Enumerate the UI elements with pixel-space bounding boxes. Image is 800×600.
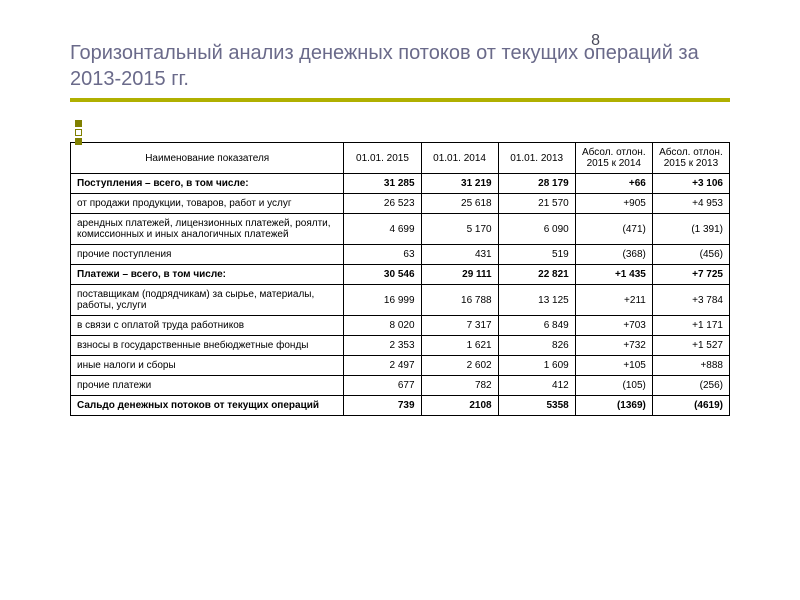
- row-data-cell: (456): [652, 245, 729, 265]
- data-table: Наименование показателя 01.01. 2015 01.0…: [70, 142, 730, 416]
- row-data-cell: 1 609: [498, 356, 575, 376]
- table-container: Наименование показателя 01.01. 2015 01.0…: [70, 142, 730, 416]
- row-data-cell: 28 179: [498, 174, 575, 194]
- row-data-cell: +1 435: [575, 265, 652, 285]
- row-name-cell: прочие платежи: [71, 376, 344, 396]
- row-data-cell: +732: [575, 336, 652, 356]
- table-header-row: Наименование показателя 01.01. 2015 01.0…: [71, 143, 730, 174]
- row-data-cell: 2 353: [344, 336, 421, 356]
- row-data-cell: 519: [498, 245, 575, 265]
- row-data-cell: 22 821: [498, 265, 575, 285]
- row-name-cell: поставщикам (подрядчикам) за сырье, мате…: [71, 285, 344, 316]
- table-row: взносы в государственные внебюджетные фо…: [71, 336, 730, 356]
- row-data-cell: 8 020: [344, 316, 421, 336]
- table-body: Поступления – всего, в том числе:31 2853…: [71, 174, 730, 416]
- row-data-cell: +3 106: [652, 174, 729, 194]
- row-data-cell: 63: [344, 245, 421, 265]
- row-data-cell: 782: [421, 376, 498, 396]
- row-name-cell: Платежи – всего, в том числе:: [71, 265, 344, 285]
- col-header-diff-2013: Абсол. отлон. 2015 к 2013: [652, 143, 729, 174]
- row-data-cell: 6 090: [498, 214, 575, 245]
- decor-box-icon: [75, 129, 82, 136]
- col-header-2013: 01.01. 2013: [498, 143, 575, 174]
- row-data-cell: 2108: [421, 396, 498, 416]
- row-data-cell: 31 285: [344, 174, 421, 194]
- row-data-cell: 2 497: [344, 356, 421, 376]
- table-row: арендных платежей, лицензионных платежей…: [71, 214, 730, 245]
- row-data-cell: (4619): [652, 396, 729, 416]
- col-header-diff-2014: Абсол. отлон. 2015 к 2014: [575, 143, 652, 174]
- row-data-cell: 30 546: [344, 265, 421, 285]
- table-row: иные налоги и сборы2 4972 6021 609+105+8…: [71, 356, 730, 376]
- row-data-cell: (105): [575, 376, 652, 396]
- table-row: в связи с оплатой труда работников8 0207…: [71, 316, 730, 336]
- slide-title: Горизонтальный анализ денежных потоков о…: [70, 40, 730, 92]
- table-row: Платежи – всего, в том числе:30 54629 11…: [71, 265, 730, 285]
- col-header-2015: 01.01. 2015: [344, 143, 421, 174]
- row-name-cell: Сальдо денежных потоков от текущих опера…: [71, 396, 344, 416]
- row-name-cell: взносы в государственные внебюджетные фо…: [71, 336, 344, 356]
- title-underline: [70, 98, 730, 102]
- row-data-cell: 16 999: [344, 285, 421, 316]
- table-row: поставщикам (подрядчикам) за сырье, мате…: [71, 285, 730, 316]
- row-data-cell: 29 111: [421, 265, 498, 285]
- row-name-cell: от продажи продукции, товаров, работ и у…: [71, 194, 344, 214]
- row-data-cell: +1 171: [652, 316, 729, 336]
- row-data-cell: (471): [575, 214, 652, 245]
- row-data-cell: 25 618: [421, 194, 498, 214]
- row-data-cell: +211: [575, 285, 652, 316]
- row-data-cell: +4 953: [652, 194, 729, 214]
- row-name-cell: иные налоги и сборы: [71, 356, 344, 376]
- row-data-cell: +703: [575, 316, 652, 336]
- row-data-cell: 7 317: [421, 316, 498, 336]
- row-data-cell: 5358: [498, 396, 575, 416]
- row-data-cell: 6 849: [498, 316, 575, 336]
- slide-container: 8 Горизонтальный анализ денежных потоков…: [0, 0, 800, 600]
- decor-box-icon: [75, 120, 82, 127]
- row-data-cell: +105: [575, 356, 652, 376]
- col-header-2014: 01.01. 2014: [421, 143, 498, 174]
- table-row: прочие поступления63431519(368)(456): [71, 245, 730, 265]
- row-data-cell: +3 784: [652, 285, 729, 316]
- row-data-cell: (1 391): [652, 214, 729, 245]
- row-data-cell: +888: [652, 356, 729, 376]
- row-name-cell: арендных платежей, лицензионных платежей…: [71, 214, 344, 245]
- row-data-cell: 826: [498, 336, 575, 356]
- row-data-cell: 31 219: [421, 174, 498, 194]
- table-row: Поступления – всего, в том числе:31 2853…: [71, 174, 730, 194]
- row-data-cell: 2 602: [421, 356, 498, 376]
- row-data-cell: 1 621: [421, 336, 498, 356]
- row-data-cell: +905: [575, 194, 652, 214]
- row-data-cell: +7 725: [652, 265, 729, 285]
- row-data-cell: 13 125: [498, 285, 575, 316]
- table-row: от продажи продукции, товаров, работ и у…: [71, 194, 730, 214]
- row-data-cell: 412: [498, 376, 575, 396]
- row-data-cell: 5 170: [421, 214, 498, 245]
- row-name-cell: прочие поступления: [71, 245, 344, 265]
- row-data-cell: (256): [652, 376, 729, 396]
- row-data-cell: 677: [344, 376, 421, 396]
- row-data-cell: (1369): [575, 396, 652, 416]
- row-data-cell: +66: [575, 174, 652, 194]
- col-header-name: Наименование показателя: [71, 143, 344, 174]
- decor-box-icon: [75, 138, 82, 145]
- row-data-cell: +1 527: [652, 336, 729, 356]
- table-row: прочие платежи677782412(105)(256): [71, 376, 730, 396]
- row-data-cell: 21 570: [498, 194, 575, 214]
- row-data-cell: 4 699: [344, 214, 421, 245]
- row-data-cell: 26 523: [344, 194, 421, 214]
- decoration-squares: [75, 120, 82, 145]
- row-name-cell: в связи с оплатой труда работников: [71, 316, 344, 336]
- table-row: Сальдо денежных потоков от текущих опера…: [71, 396, 730, 416]
- row-data-cell: (368): [575, 245, 652, 265]
- row-data-cell: 739: [344, 396, 421, 416]
- row-data-cell: 16 788: [421, 285, 498, 316]
- row-name-cell: Поступления – всего, в том числе:: [71, 174, 344, 194]
- row-data-cell: 431: [421, 245, 498, 265]
- slide-number: 8: [591, 32, 600, 50]
